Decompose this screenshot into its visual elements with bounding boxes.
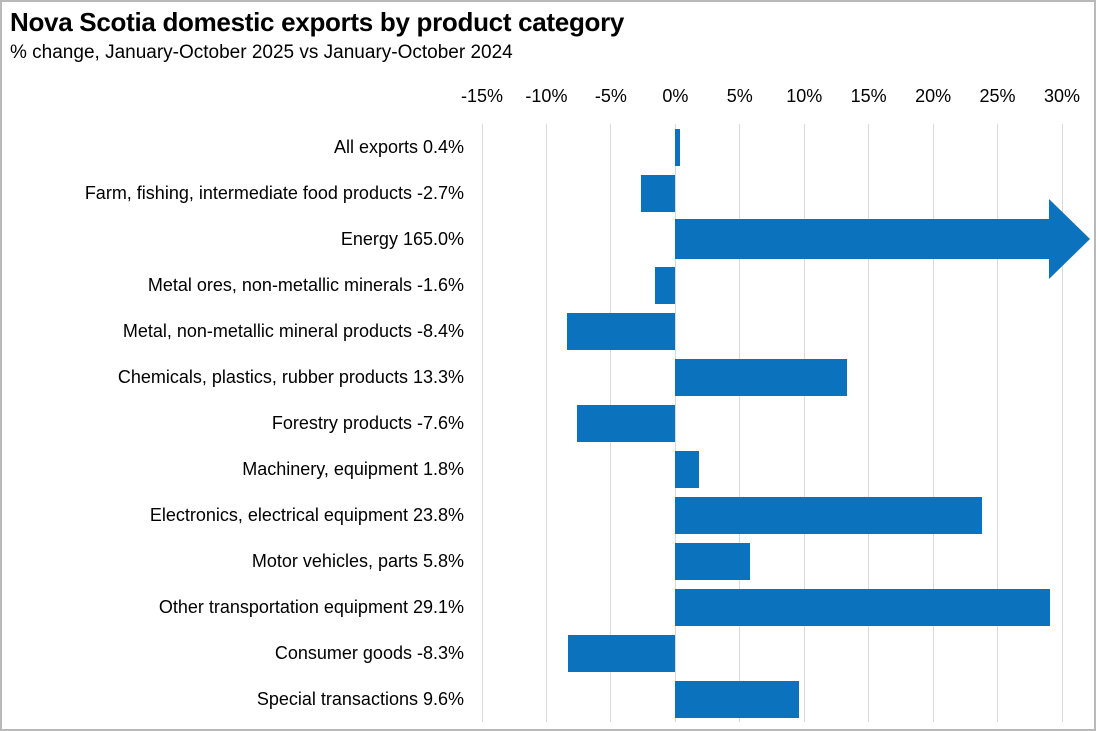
gridline [674, 124, 676, 722]
x-axis-tick-label: -15% [460, 86, 504, 106]
bar [675, 496, 983, 534]
category-label: All exports 0.4% [333, 137, 464, 157]
category-label: Consumer goods -8.3% [274, 643, 464, 663]
chart-title: Nova Scotia domestic exports by product … [10, 7, 625, 37]
chart-subtitle: % change, January-October 2025 vs Januar… [10, 42, 513, 63]
bar [577, 404, 676, 442]
gridline [997, 124, 999, 722]
x-axis-tick-label: 30% [1043, 86, 1081, 106]
gridline [868, 124, 870, 722]
category-label: Electronics, electrical equipment 23.8% [149, 505, 464, 525]
category-label: Metal, non-metallic mineral products -8.… [122, 321, 464, 341]
bar [675, 358, 847, 396]
energy-bar-arrow-head [1049, 199, 1090, 279]
category-label: Machinery, equipment 1.8% [242, 459, 464, 479]
gridline [739, 124, 741, 722]
x-axis-tick-label: -10% [525, 86, 568, 106]
x-axis: -15% -10% -5% 0% 5% 10% 15% 20% 25% 30% [461, 86, 1080, 110]
category-label: Chemicals, plastics, rubber products 13.… [117, 367, 464, 387]
bar [654, 266, 676, 304]
gridline [803, 124, 805, 722]
bar [675, 542, 751, 580]
bar [675, 588, 1051, 626]
energy-bar-arrow-body [675, 219, 1049, 259]
category-label: Farm, fishing, intermediate food product… [84, 183, 464, 203]
x-axis-tick-label: 0% [662, 86, 689, 106]
x-axis-tick-label: 15% [850, 86, 887, 106]
x-axis-tick-label: 25% [979, 86, 1016, 106]
bar [675, 450, 699, 488]
bar [567, 312, 676, 350]
gridline [932, 124, 934, 722]
x-axis-tick-label: 10% [786, 86, 823, 106]
category-label: Special transactions 9.6% [256, 689, 464, 709]
gridline [481, 124, 483, 722]
bar [640, 174, 676, 212]
x-axis-tick-label: 20% [915, 86, 952, 106]
gridline [545, 124, 547, 722]
x-axis-tick-label: -5% [594, 86, 627, 106]
category-label: Other transportation equipment 29.1% [158, 597, 464, 617]
gridline [1061, 124, 1063, 722]
bar [568, 634, 676, 672]
category-label: Forestry products -7.6% [271, 413, 464, 433]
bar [675, 128, 681, 166]
category-label: Metal ores, non-metallic minerals -1.6% [147, 275, 464, 295]
category-axis: All exports 0.4% Farm, fishing, intermedi… [2, 124, 464, 722]
category-label: Energy 165.0% [340, 229, 464, 249]
category-label: Motor vehicles, parts 5.8% [251, 551, 464, 571]
plot-area [481, 124, 1090, 722]
bar [675, 680, 800, 718]
x-axis-tick-label: 5% [726, 86, 753, 106]
